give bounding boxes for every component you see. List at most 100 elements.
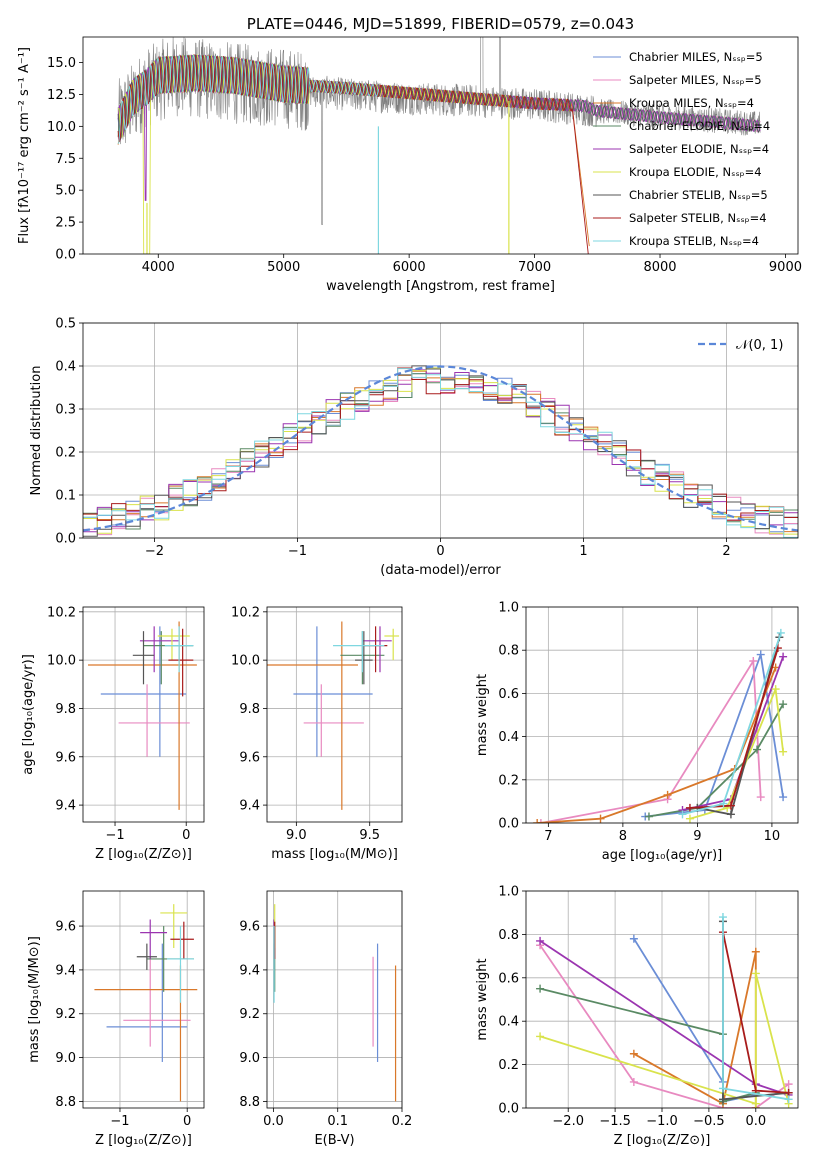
y-tick-label: 0.2 <box>498 773 519 788</box>
weight-marker <box>771 685 780 694</box>
x-tick-label: −0.5 <box>693 1114 725 1129</box>
y-tick-label: 9.8 <box>239 702 260 717</box>
x-tick-label: 0.1 <box>327 1114 348 1129</box>
y-tick-label: 9.6 <box>239 920 260 935</box>
y-tick-label: 0.0 <box>498 1102 519 1117</box>
weight-marker <box>751 1099 760 1108</box>
y-tick-label: 10.2 <box>231 605 260 620</box>
y-axis-label: mass [log₁₀(M/M⊙)] <box>27 936 42 1063</box>
x-tick-label: 0.0 <box>745 1114 766 1129</box>
y-tick-label: 0.4 <box>55 360 76 375</box>
plot-area <box>83 891 204 1108</box>
y-tick-label: 9.2 <box>239 1007 260 1022</box>
panel-age-vs-mass: 9.0 9.5 9.4 9.6 9.8 10.0 10.2 mass [log₁₀(M/M⊙)… <box>231 605 403 862</box>
y-tick-label: 1.0 <box>498 601 519 616</box>
y-tick-label: 0.4 <box>498 1015 519 1030</box>
weight-marker <box>779 700 788 709</box>
weight-marker <box>536 936 545 945</box>
x-tick-label: 9.0 <box>286 828 307 843</box>
legend-label: 𝒩(0, 1) <box>736 338 783 353</box>
axes-frame <box>266 606 403 823</box>
plot-marks <box>87 621 197 810</box>
panel-mass-vs-Z: −1 0 8.8 9.0 9.2 9.4 9.6 Z [log₁₀(Z/Z⊙)] mass [l… <box>27 890 205 1148</box>
weight-marker <box>629 1077 638 1086</box>
x-tick-label: 0 <box>182 828 190 843</box>
y-tick-label: 9.0 <box>55 1051 76 1066</box>
panel-weight-vs-age: 7 8 9 10 0.0 0.2 0.4 0.6 0.8 1.0 age [log₁₀(age/yr… <box>475 601 799 863</box>
x-tick-label: 6000 <box>393 260 426 275</box>
y-tick-label: 9.4 <box>55 963 76 978</box>
legend-label: Kroupa STELIB, Nₛₛₚ=4 <box>629 234 759 248</box>
legend-label: Chabrier ELODIE, Nₛₛₚ=4 <box>629 119 770 133</box>
y-tick-label: 12.5 <box>47 88 76 103</box>
weight-marker <box>776 628 785 637</box>
y-tick-label: 7.5 <box>55 152 76 167</box>
y-tick-label: 0.4 <box>498 730 519 745</box>
y-tick-label: 1.0 <box>498 885 519 900</box>
y-axis-label: mass weight <box>475 958 490 1040</box>
y-tick-label: 10.0 <box>47 120 76 135</box>
x-tick-label: 0 <box>183 1114 191 1129</box>
weight-marker <box>536 984 545 993</box>
plot-area <box>267 607 402 822</box>
legend-label: Salpeter STELIB, Nₛₛₚ=4 <box>629 211 767 225</box>
y-axis-label: Flux [fλ10⁻¹⁷ erg cm⁻² s⁻¹ A⁻¹] <box>17 47 32 244</box>
weight-line <box>648 703 784 818</box>
weight-marker <box>663 790 672 799</box>
y-tick-label: 0.0 <box>498 817 519 832</box>
weight-marker <box>756 650 765 659</box>
y-tick-label: 0.0 <box>55 532 76 547</box>
y-tick-label: 10.0 <box>231 654 260 669</box>
weight-marker <box>784 1095 793 1104</box>
plot-marks <box>536 913 793 1108</box>
y-tick-label: 0.5 <box>55 317 76 332</box>
x-tick-label: 7000 <box>518 260 551 275</box>
panel-residuals: −2 −1 0 1 2 0.0 0.1 0.2 0.3 0.4 0.5 (data-model)/er… <box>29 317 799 578</box>
plot-marks <box>273 904 397 1102</box>
weight-marker <box>644 812 653 821</box>
model-spectrum-line <box>117 54 379 145</box>
weight-marker <box>784 1080 793 1089</box>
plot-marks <box>83 365 798 538</box>
y-tick-label: 9.6 <box>239 750 260 765</box>
y-tick-label: 0.0 <box>55 248 76 263</box>
y-tick-label: 8.8 <box>239 1095 260 1110</box>
plot-marks <box>117 37 761 254</box>
legend-label: Chabrier STELIB, Nₛₛₚ=5 <box>629 188 768 202</box>
plot-marks <box>94 904 198 1102</box>
chart-title: PLATE=0446, MJD=51899, FIBERID=0579, z=0… <box>247 15 634 33</box>
weight-marker <box>685 803 694 812</box>
y-axis-label: age [log₁₀(age/yr)] <box>21 654 36 775</box>
panel-spectrum: 4000 5000 6000 7000 8000 9000 0.0 2.5 5.0 7.5 10.0… <box>17 15 802 294</box>
weight-marker <box>536 819 545 823</box>
x-tick-label: 8000 <box>643 260 676 275</box>
y-tick-label: 9.8 <box>55 702 76 717</box>
x-tick-label: −2.0 <box>552 1114 584 1129</box>
axes-frame <box>82 36 799 255</box>
x-tick-label: 10 <box>764 829 781 844</box>
x-axis-label: wavelength [Angstrom, rest frame] <box>326 279 555 294</box>
y-tick-label: 0.3 <box>55 403 76 418</box>
x-axis-label: (data-model)/error <box>380 563 501 578</box>
y-tick-label: 0.6 <box>498 971 519 986</box>
weight-marker <box>536 1032 545 1041</box>
y-tick-label: 9.4 <box>55 799 76 814</box>
x-axis-label: age [log₁₀(age/yr)] <box>602 848 723 863</box>
weight-marker <box>629 1049 638 1058</box>
y-tick-label: 0.8 <box>498 928 519 943</box>
weight-line <box>539 973 790 1105</box>
weight-marker <box>779 793 788 802</box>
legend-label: Salpeter MILES, Nₛₛₚ=5 <box>629 73 762 87</box>
y-tick-label: 9.6 <box>55 750 76 765</box>
normal-curve <box>83 365 798 532</box>
model-spectrum-line <box>117 54 589 254</box>
axes-frame <box>266 890 403 1109</box>
x-tick-label: 5000 <box>267 260 300 275</box>
x-tick-label: −1 <box>110 1114 129 1129</box>
panel-age-vs-Z: −1 0 9.4 9.6 9.8 10.0 10.2 Z [log₁₀(Z/Z⊙)] age [… <box>21 605 205 862</box>
weight-marker <box>685 814 694 823</box>
x-tick-label: −1 <box>288 544 307 559</box>
weight-marker <box>533 819 542 823</box>
weight-marker <box>718 1095 727 1104</box>
y-tick-label: 9.4 <box>239 799 260 814</box>
